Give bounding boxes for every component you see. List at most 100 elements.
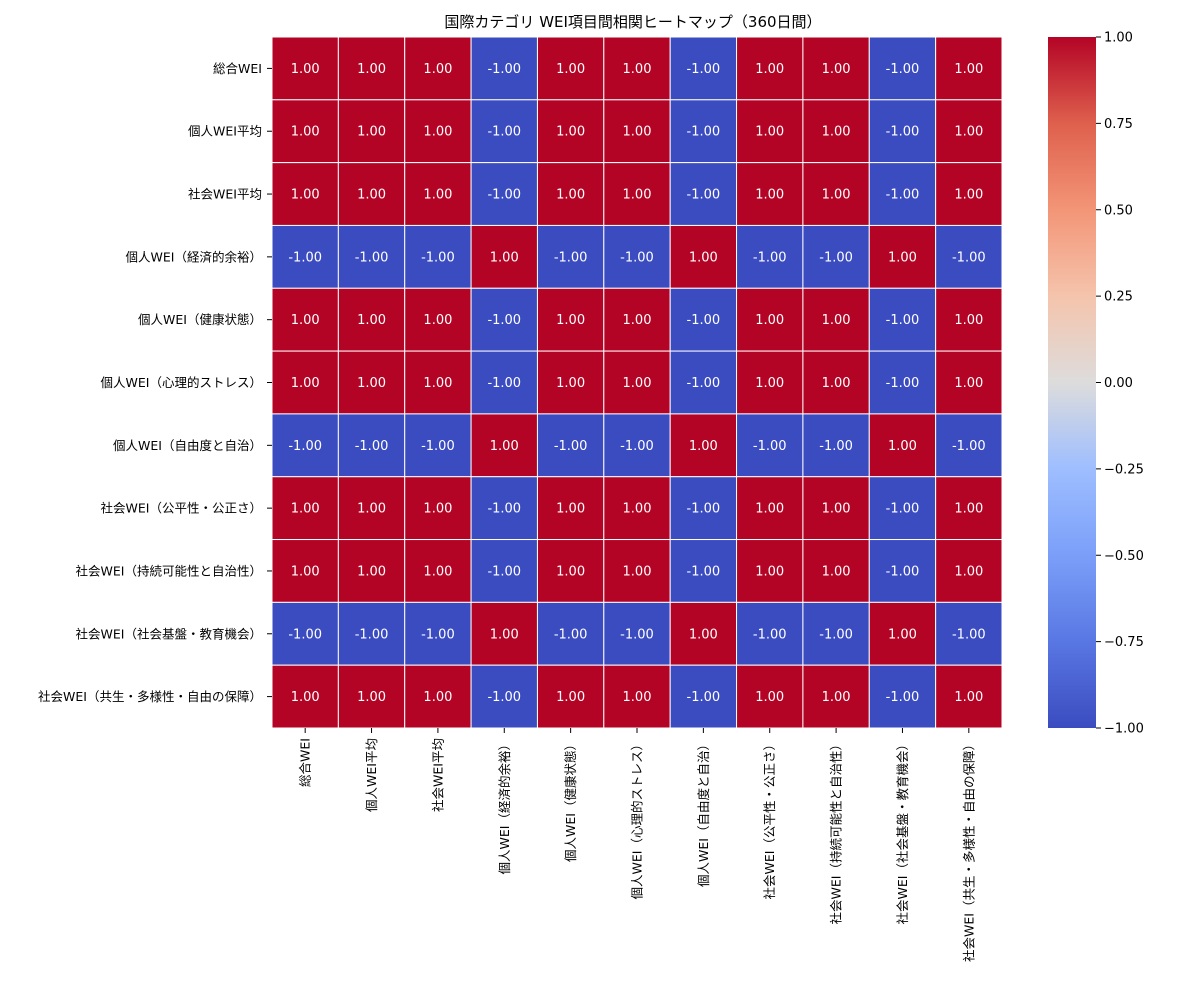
cell-value-label: 1.00 — [357, 188, 386, 203]
heatmap-cell — [935, 476, 1003, 541]
cell-value-label: 1.00 — [954, 188, 983, 203]
cell-value-label: 1.00 — [822, 125, 851, 140]
cell-value-label: 1.00 — [822, 313, 851, 328]
cell-value-label: 1.00 — [357, 376, 386, 391]
cell-value-label: -1.00 — [886, 188, 920, 203]
heatmap-cell — [868, 476, 937, 541]
cell-value-label: 1.00 — [423, 376, 452, 391]
cell-value-label: 1.00 — [954, 502, 983, 517]
cell-value-label: 1.00 — [623, 564, 652, 579]
heatmap-cell — [669, 224, 738, 289]
heatmap-cells: 1.00 1.00 1.00 -1.00 1.00 1.00 -1.00 1.00 1.00 -1… — [271, 36, 1003, 729]
heatmap-cell — [669, 413, 738, 478]
cell-value-label: 1.00 — [423, 313, 452, 328]
cell-value-label: 1.00 — [556, 690, 585, 705]
cell-value-label: 1.00 — [556, 125, 585, 140]
cell-value-label: 1.00 — [755, 502, 784, 517]
cell-value-label: 1.00 — [822, 502, 851, 517]
heatmap-cell — [603, 224, 671, 289]
cell-value-label: 1.00 — [755, 690, 784, 705]
x-tick-label: 個人WEI（心理的ストレス） — [630, 738, 645, 899]
colorbar-tick-label: 0.50 — [1104, 203, 1133, 218]
heatmap-cell — [271, 539, 339, 603]
y-tick-label: 個人WEI（自由度と自治） — [113, 438, 262, 453]
cell-value-label: 1.00 — [556, 502, 585, 517]
cell-value-label: 1.00 — [423, 564, 452, 579]
cell-value-label: -1.00 — [288, 439, 322, 454]
heatmap-cell — [404, 287, 472, 352]
heatmap-cell — [736, 99, 804, 164]
x-tick-label: 個人WEI平均 — [364, 738, 379, 812]
colorbar-tick-label: 0.00 — [1104, 376, 1133, 391]
x-tick-label: 社会WEI（持続可能性と自治性） — [829, 738, 844, 924]
heatmap-cell — [536, 601, 605, 666]
cell-value-label: 1.00 — [423, 502, 452, 517]
cell-value-label: 1.00 — [954, 313, 983, 328]
y-tick-label: 社会WEI（共生・多様性・自由の保障） — [38, 689, 262, 704]
heatmap-cell — [935, 162, 1003, 226]
cell-value-label: 1.00 — [689, 439, 718, 454]
cell-value-label: -1.00 — [687, 188, 721, 203]
colorbar: 1.00 0.75 0.50 0.25 0.00 −0.25 −0.50 −0.75 −1.00 — [1048, 31, 1144, 737]
heatmap-cell — [669, 476, 738, 541]
colorbar-tick-label: −0.25 — [1104, 462, 1144, 477]
cell-value-label: 1.00 — [556, 313, 585, 328]
heatmap-cell — [868, 36, 937, 101]
y-tick-label: 個人WEI（健康状態） — [138, 312, 262, 327]
cell-value-label: -1.00 — [487, 690, 521, 705]
cell-value-label: -1.00 — [355, 627, 389, 642]
cell-value-label: 1.00 — [556, 188, 585, 203]
colorbar-tick-label: 0.75 — [1104, 117, 1133, 132]
cell-value-label: 1.00 — [822, 188, 851, 203]
heatmap-cell — [603, 162, 671, 226]
cell-value-label: -1.00 — [554, 439, 588, 454]
cell-value-label: 1.00 — [556, 564, 585, 579]
cell-value-label: -1.00 — [753, 439, 787, 454]
heatmap-cell — [271, 350, 339, 415]
heatmap-cell — [470, 601, 538, 666]
cell-value-label: -1.00 — [421, 439, 455, 454]
heatmap-cell — [935, 664, 1003, 729]
chart-title: 国際カテゴリ WEI項目間相関ヒートマップ（360日間） — [444, 13, 821, 31]
heatmap-cell — [271, 99, 339, 164]
heatmap-cell — [935, 539, 1003, 603]
cell-value-label: -1.00 — [288, 627, 322, 642]
heatmap-cell — [603, 413, 671, 478]
heatmap-cell — [736, 36, 804, 101]
cell-value-label: 1.00 — [357, 690, 386, 705]
heatmap-cell — [271, 476, 339, 541]
cell-value-label: 1.00 — [954, 125, 983, 140]
heatmap-cell — [802, 539, 870, 603]
cell-value-label: -1.00 — [687, 690, 721, 705]
heatmap-cell — [536, 162, 605, 226]
cell-value-label: -1.00 — [886, 376, 920, 391]
heatmap-cell — [669, 162, 738, 226]
cell-value-label: -1.00 — [687, 313, 721, 328]
heatmap-cell — [271, 287, 339, 352]
y-tick-label: 社会WEI（持続可能性と自治性） — [76, 563, 262, 578]
cell-value-label: -1.00 — [886, 564, 920, 579]
heatmap-cell — [802, 664, 870, 729]
cell-value-label: 1.00 — [888, 439, 917, 454]
cell-value-label: -1.00 — [952, 627, 986, 642]
heatmap-cell — [536, 287, 605, 352]
cell-value-label: -1.00 — [886, 502, 920, 517]
cell-value-label: -1.00 — [487, 62, 521, 77]
colorbar-tick-label: −1.00 — [1104, 722, 1144, 737]
heatmap-cell — [736, 539, 804, 603]
cell-value-label: 1.00 — [954, 62, 983, 77]
heatmap-cell — [603, 287, 671, 352]
heatmap-cell — [337, 664, 406, 729]
heatmap-cell — [536, 224, 605, 289]
cell-value-label: -1.00 — [487, 125, 521, 140]
heatmap-cell — [404, 413, 472, 478]
heatmap-cell — [470, 36, 538, 101]
cell-value-label: 1.00 — [490, 439, 519, 454]
cell-value-label: -1.00 — [288, 250, 322, 265]
x-tick-labels: 総合WEI 個人WEI平均 社会WEI平均 個人WEI（経済的余裕） 個人WEI（健康状… — [298, 728, 976, 962]
cell-value-label: 1.00 — [689, 627, 718, 642]
cell-value-label: 1.00 — [623, 188, 652, 203]
cell-value-label: -1.00 — [620, 627, 654, 642]
